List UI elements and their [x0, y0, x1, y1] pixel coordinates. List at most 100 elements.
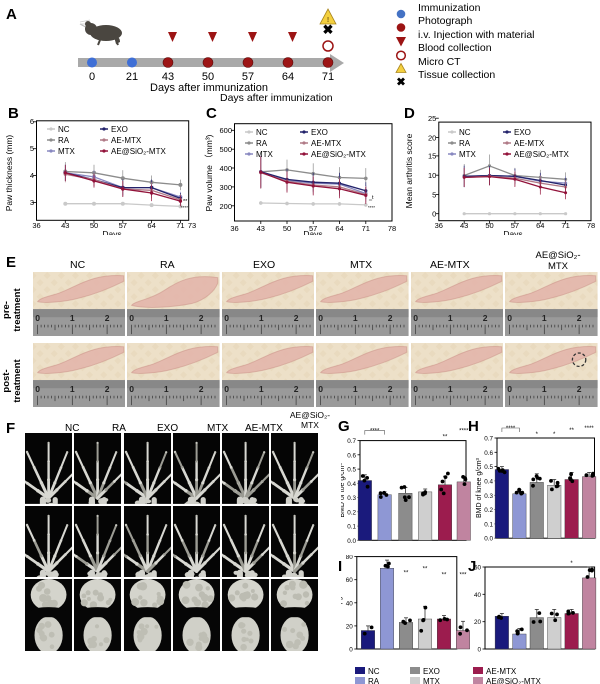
- svg-text:2: 2: [388, 384, 393, 394]
- svg-text:0: 0: [318, 313, 323, 323]
- svg-text:****: ****: [368, 205, 375, 210]
- svg-text:AE@SiO₂-MTX: AE@SiO₂-MTX: [514, 150, 569, 159]
- svg-text:0: 0: [318, 384, 323, 394]
- svg-text:36: 36: [435, 221, 443, 230]
- svg-text:**: **: [404, 571, 409, 577]
- svg-text:0: 0: [89, 71, 95, 83]
- svg-text:0.3: 0.3: [484, 493, 493, 500]
- svg-text:0.0: 0.0: [347, 538, 356, 545]
- svg-text:AE-MTX: AE-MTX: [486, 667, 517, 676]
- svg-text:**: **: [569, 428, 574, 434]
- svg-text:78: 78: [587, 221, 595, 230]
- svg-text:20: 20: [346, 623, 354, 630]
- svg-text:NC: NC: [368, 667, 380, 676]
- svg-text:21: 21: [126, 71, 138, 83]
- svg-text:2: 2: [388, 313, 393, 323]
- svg-text:AE-MTX: AE-MTX: [311, 139, 342, 148]
- svg-text:43: 43: [257, 224, 265, 233]
- svg-text:2: 2: [577, 384, 582, 394]
- svg-text:****: ****: [370, 429, 380, 435]
- svg-text:80: 80: [346, 555, 354, 561]
- svg-text:****: ****: [584, 555, 594, 559]
- svg-text:0.7: 0.7: [484, 436, 493, 443]
- svg-text:15: 15: [428, 152, 436, 161]
- svg-text:**: **: [442, 573, 447, 579]
- svg-text:1: 1: [259, 384, 264, 394]
- svg-text:EXO: EXO: [514, 128, 531, 137]
- svg-text:0.5: 0.5: [347, 467, 356, 474]
- svg-text:2: 2: [104, 384, 109, 394]
- svg-text:**: **: [443, 435, 448, 441]
- svg-text:500: 500: [219, 145, 232, 154]
- svg-text:0: 0: [129, 384, 134, 394]
- svg-text:1: 1: [164, 384, 169, 394]
- svg-text:60: 60: [346, 577, 354, 584]
- svg-text:50: 50: [283, 224, 291, 233]
- svg-text:AE@SiO₂-MTX: AE@SiO₂-MTX: [111, 147, 166, 156]
- svg-text:0: 0: [35, 384, 40, 394]
- svg-text:Paw thickness (mm): Paw thickness (mm): [4, 135, 14, 212]
- svg-text:****: ****: [506, 426, 516, 432]
- svg-text:300: 300: [219, 183, 232, 192]
- svg-text:***: ***: [459, 573, 467, 579]
- svg-text:MTX: MTX: [58, 147, 76, 156]
- svg-text:*: *: [536, 432, 539, 438]
- svg-text:‗t: ‗t: [368, 195, 374, 201]
- svg-text:1: 1: [542, 313, 547, 323]
- svg-text:BMD of toe g/cm³: BMD of toe g/cm³: [341, 463, 346, 518]
- svg-text:60: 60: [474, 565, 482, 572]
- svg-text:1: 1: [259, 313, 264, 323]
- svg-text:400: 400: [219, 164, 232, 173]
- svg-text:EXO: EXO: [311, 128, 328, 137]
- svg-text:NC: NC: [459, 128, 471, 137]
- svg-text:64: 64: [335, 224, 343, 233]
- svg-text:EXO: EXO: [423, 667, 440, 676]
- svg-text:AE@SiO₂-MTX: AE@SiO₂-MTX: [486, 677, 541, 684]
- svg-text:0.5: 0.5: [484, 464, 493, 471]
- svg-text:0.6: 0.6: [484, 450, 493, 457]
- svg-text:2: 2: [483, 313, 488, 323]
- svg-text:****: ****: [584, 426, 594, 432]
- svg-text:RA: RA: [368, 677, 380, 684]
- svg-text:0.2: 0.2: [347, 509, 356, 516]
- svg-text:RA: RA: [58, 136, 70, 145]
- svg-text:*: *: [570, 561, 573, 567]
- svg-text:0: 0: [508, 313, 513, 323]
- svg-text:0.0: 0.0: [484, 536, 493, 543]
- svg-text:20: 20: [428, 133, 436, 142]
- svg-text:25: 25: [428, 114, 436, 123]
- svg-text:2: 2: [293, 384, 298, 394]
- svg-text:✖: ✖: [396, 77, 405, 89]
- svg-text:2: 2: [577, 313, 582, 323]
- svg-text:0: 0: [129, 313, 134, 323]
- svg-text:600: 600: [219, 126, 232, 135]
- svg-text:0: 0: [224, 384, 229, 394]
- svg-text:MTX: MTX: [256, 150, 274, 159]
- svg-text:0: 0: [508, 384, 513, 394]
- svg-text:1: 1: [69, 384, 74, 394]
- svg-text:0.6: 0.6: [347, 452, 356, 459]
- svg-text:0: 0: [224, 313, 229, 323]
- svg-text:IL-6 pg/ml: IL-6 pg/ml: [341, 587, 343, 619]
- svg-text:0: 0: [477, 647, 481, 654]
- svg-text:2: 2: [293, 313, 298, 323]
- svg-text:Days: Days: [503, 229, 522, 235]
- svg-text:0: 0: [35, 313, 40, 323]
- svg-text:Days: Days: [102, 229, 121, 235]
- svg-text:RA: RA: [256, 139, 268, 148]
- svg-text:AE@SiO₂-MTX: AE@SiO₂-MTX: [311, 150, 366, 159]
- svg-text:0: 0: [432, 210, 436, 219]
- svg-text:NC: NC: [256, 128, 268, 137]
- svg-text:0.1: 0.1: [347, 524, 356, 531]
- svg-text:71: 71: [362, 224, 370, 233]
- svg-text:0: 0: [413, 384, 418, 394]
- svg-text:36: 36: [230, 224, 238, 233]
- svg-text:!: !: [327, 17, 329, 24]
- svg-text:0.3: 0.3: [347, 495, 356, 502]
- svg-text:0.1: 0.1: [484, 521, 493, 528]
- svg-text:1: 1: [542, 384, 547, 394]
- svg-text:64: 64: [282, 71, 294, 83]
- svg-text:BMD of knee g/cm³: BMD of knee g/cm³: [476, 457, 483, 518]
- svg-text:20: 20: [474, 619, 482, 626]
- svg-text:1: 1: [448, 384, 453, 394]
